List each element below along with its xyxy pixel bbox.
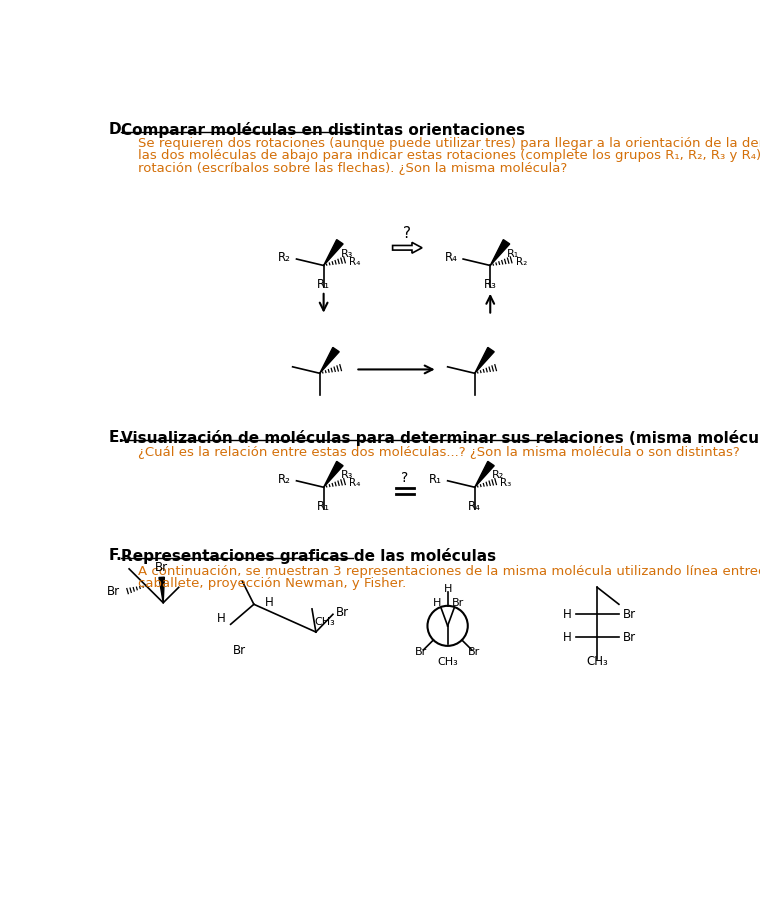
Text: R₁: R₁ (317, 278, 330, 291)
Text: Br: Br (468, 647, 480, 657)
Text: Br: Br (106, 586, 120, 598)
Text: R₁: R₁ (508, 248, 520, 258)
Text: Br: Br (415, 647, 427, 657)
Text: E.: E. (109, 430, 125, 445)
Text: H: H (563, 608, 572, 621)
Text: R₂: R₂ (516, 257, 527, 266)
Text: CH₃: CH₃ (437, 657, 458, 666)
Text: Br: Br (622, 608, 636, 621)
Text: D.: D. (109, 121, 127, 136)
Polygon shape (320, 347, 339, 373)
Text: R₃: R₃ (340, 470, 353, 480)
Text: R₁: R₁ (317, 500, 330, 513)
Polygon shape (393, 242, 422, 253)
Text: las dos moléculas de abajo para indicar estas rotaciones (complete los grupos R₁: las dos moléculas de abajo para indicar … (138, 149, 760, 162)
Text: Visualización de moléculas para determinar sus relaciones (misma molécula o dist: Visualización de moléculas para determin… (121, 430, 760, 446)
Text: R₁: R₁ (429, 473, 442, 486)
Text: Br: Br (336, 606, 349, 619)
Text: R₄: R₄ (349, 478, 360, 488)
Text: A continuación, se muestran 3 representaciones de la misma molécula utilizando l: A continuación, se muestran 3 representa… (138, 565, 760, 578)
Text: H: H (217, 612, 226, 624)
Text: R₃: R₃ (484, 278, 497, 291)
Text: H: H (443, 584, 451, 594)
Text: Br: Br (155, 562, 168, 574)
Text: F.: F. (109, 548, 122, 563)
Text: H: H (265, 596, 274, 609)
Text: rotación (escríbalos sobre las flechas). ¿Son la misma molécula?: rotación (escríbalos sobre las flechas).… (138, 161, 567, 175)
Text: CH₃: CH₃ (315, 617, 335, 627)
Polygon shape (324, 461, 343, 487)
Text: H: H (432, 597, 441, 607)
Text: R₂: R₂ (278, 473, 291, 486)
Text: ?: ? (401, 471, 409, 485)
Polygon shape (324, 239, 343, 266)
Text: ?: ? (404, 226, 411, 240)
Polygon shape (475, 461, 494, 487)
Text: R₃: R₃ (340, 248, 353, 258)
Text: H: H (563, 631, 572, 644)
Polygon shape (475, 347, 494, 373)
Polygon shape (159, 577, 164, 603)
Text: Br: Br (622, 631, 636, 644)
Text: R₄: R₄ (445, 251, 458, 265)
Text: caballete, proyección Newman, y Fisher.: caballete, proyección Newman, y Fisher. (138, 578, 406, 590)
Text: ¿Cuál es la relación entre estas dos moléculas...? ¿Son la misma molécula o son : ¿Cuál es la relación entre estas dos mol… (138, 447, 739, 459)
Text: R₂: R₂ (278, 251, 291, 265)
Text: CH₃: CH₃ (586, 655, 608, 668)
Text: R₃: R₃ (500, 478, 511, 488)
Text: Representaciones graficas de las moléculas: Representaciones graficas de las molécul… (121, 548, 496, 564)
Text: Br: Br (451, 597, 464, 607)
Text: R₄: R₄ (468, 500, 481, 513)
Text: Se requieren dos rotaciones (aunque puede utilizar tres) para llegar a la orient: Se requieren dos rotaciones (aunque pued… (138, 137, 760, 150)
Text: Comparar moléculas en distintas orientaciones: Comparar moléculas en distintas orientac… (121, 121, 524, 137)
Text: Br: Br (233, 643, 246, 657)
Polygon shape (490, 239, 510, 266)
Text: R₄: R₄ (349, 257, 360, 266)
Text: R₂: R₂ (492, 470, 504, 480)
